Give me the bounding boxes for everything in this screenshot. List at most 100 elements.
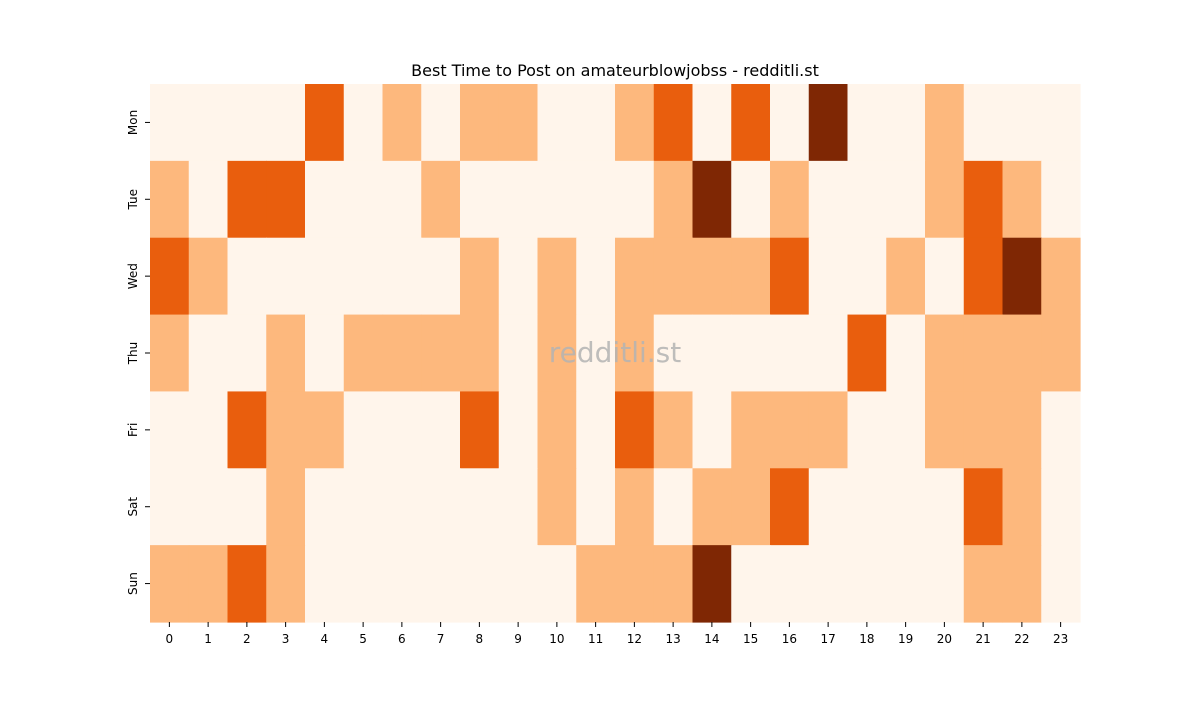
heatmap-cell: [1002, 468, 1042, 546]
heatmap-cell: [731, 84, 771, 162]
heatmap-cell: [227, 84, 267, 162]
heatmap-cell: [343, 160, 384, 239]
heatmap-cell: [537, 545, 577, 623]
heatmap-cell: [537, 84, 577, 162]
heatmap-cell: [770, 545, 810, 623]
heatmap-cell: [963, 237, 1004, 316]
heatmap-cell: [305, 468, 345, 546]
x-tick-label: 22: [1014, 632, 1029, 646]
heatmap-cell: [847, 84, 887, 162]
heatmap-cell: [576, 391, 616, 469]
heatmap-cell: [925, 545, 965, 623]
heatmap-cell: [421, 391, 461, 469]
heatmap-cell: [692, 391, 732, 469]
heatmap-cell: [847, 391, 887, 469]
heatmap-cell: [188, 314, 229, 393]
heatmap-cell: [150, 545, 190, 623]
heatmap-cell: [1002, 545, 1042, 623]
heatmap-cell: [266, 468, 306, 546]
heatmap-cell: [847, 545, 887, 623]
heatmap-cell: [770, 314, 810, 393]
heatmap-cell: [615, 84, 655, 162]
heatmap-cell: [382, 314, 422, 393]
heatmap-cell: [770, 237, 810, 316]
heatmap-cell: [227, 314, 267, 393]
heatmap-cell: [150, 84, 190, 162]
heatmap-cell: [266, 314, 306, 393]
heatmap-cell: [227, 160, 267, 239]
heatmap-cell: [963, 84, 1004, 162]
heatmap-cell: [537, 237, 577, 316]
heatmap-cell: [150, 160, 190, 239]
heatmap-cell: [266, 237, 306, 316]
x-tick-label: 20: [937, 632, 952, 646]
heatmap-cell: [576, 468, 616, 546]
heatmap-cell: [460, 314, 500, 393]
heatmap-cell: [653, 545, 694, 623]
x-tick-label: 2: [243, 632, 251, 646]
x-tick-label: 12: [627, 632, 642, 646]
heatmap-cell: [963, 160, 1004, 239]
heatmap-cell: [343, 314, 384, 393]
heatmap-cell: [692, 160, 732, 239]
heatmap-cell: [498, 314, 539, 393]
heatmap-cell: [382, 160, 422, 239]
heatmap-cell: [421, 545, 461, 623]
heatmap-cell: [421, 314, 461, 393]
x-tick-label: 10: [549, 632, 564, 646]
heatmap-cell: [808, 545, 849, 623]
heatmap-cell: [847, 314, 887, 393]
heatmap-cell: [653, 237, 694, 316]
heatmap-cell: [1041, 314, 1081, 393]
x-tick-label: 21: [975, 632, 990, 646]
heatmap-cell: [537, 314, 577, 393]
x-tick-label: 17: [820, 632, 835, 646]
heatmap-cell: [808, 314, 849, 393]
heatmap-cell: [188, 391, 229, 469]
x-tick-label: 3: [282, 632, 290, 646]
chart-title: Best Time to Post on amateurblowjobss - …: [411, 61, 819, 80]
heatmap-cell: [576, 237, 616, 316]
heatmap-cell: [692, 314, 732, 393]
heatmap-cell: [653, 314, 694, 393]
x-tick-label: 9: [514, 632, 522, 646]
y-tick-label: Sat: [126, 497, 140, 517]
heatmap-cell: [692, 545, 732, 623]
x-tick-label: 4: [321, 632, 329, 646]
heatmap-cell: [847, 468, 887, 546]
heatmap-cell: [460, 545, 500, 623]
heatmap-cells: [150, 84, 1081, 623]
heatmap-cell: [886, 160, 926, 239]
heatmap-cell: [808, 160, 849, 239]
heatmap-cell: [150, 314, 190, 393]
heatmap-cell: [808, 84, 849, 162]
heatmap-cell: [963, 468, 1004, 546]
heatmap-cell: [808, 468, 849, 546]
heatmap-cell: [382, 545, 422, 623]
heatmap-cell: [808, 391, 849, 469]
heatmap-cell: [1002, 84, 1042, 162]
heatmap-cell: [886, 391, 926, 469]
x-tick-label: 8: [476, 632, 484, 646]
heatmap-cell: [963, 391, 1004, 469]
heatmap-cell: [460, 468, 500, 546]
heatmap-cell: [692, 84, 732, 162]
heatmap-cell: [227, 468, 267, 546]
heatmap-cell: [692, 468, 732, 546]
heatmap-cell: [615, 314, 655, 393]
heatmap-cell: [227, 237, 267, 316]
heatmap-cell: [1041, 84, 1081, 162]
x-tick-label: 0: [166, 632, 174, 646]
y-tick-label: Thu: [126, 342, 140, 366]
heatmap-cell: [305, 160, 345, 239]
heatmap-cell: [925, 160, 965, 239]
heatmap-cell: [1041, 237, 1081, 316]
x-tick-label: 15: [743, 632, 758, 646]
heatmap-cell: [963, 314, 1004, 393]
x-tick-label: 18: [859, 632, 874, 646]
heatmap-cell: [1041, 545, 1081, 623]
heatmap-cell: [266, 545, 306, 623]
heatmap-cell: [1002, 160, 1042, 239]
heatmap-cell: [343, 468, 384, 546]
